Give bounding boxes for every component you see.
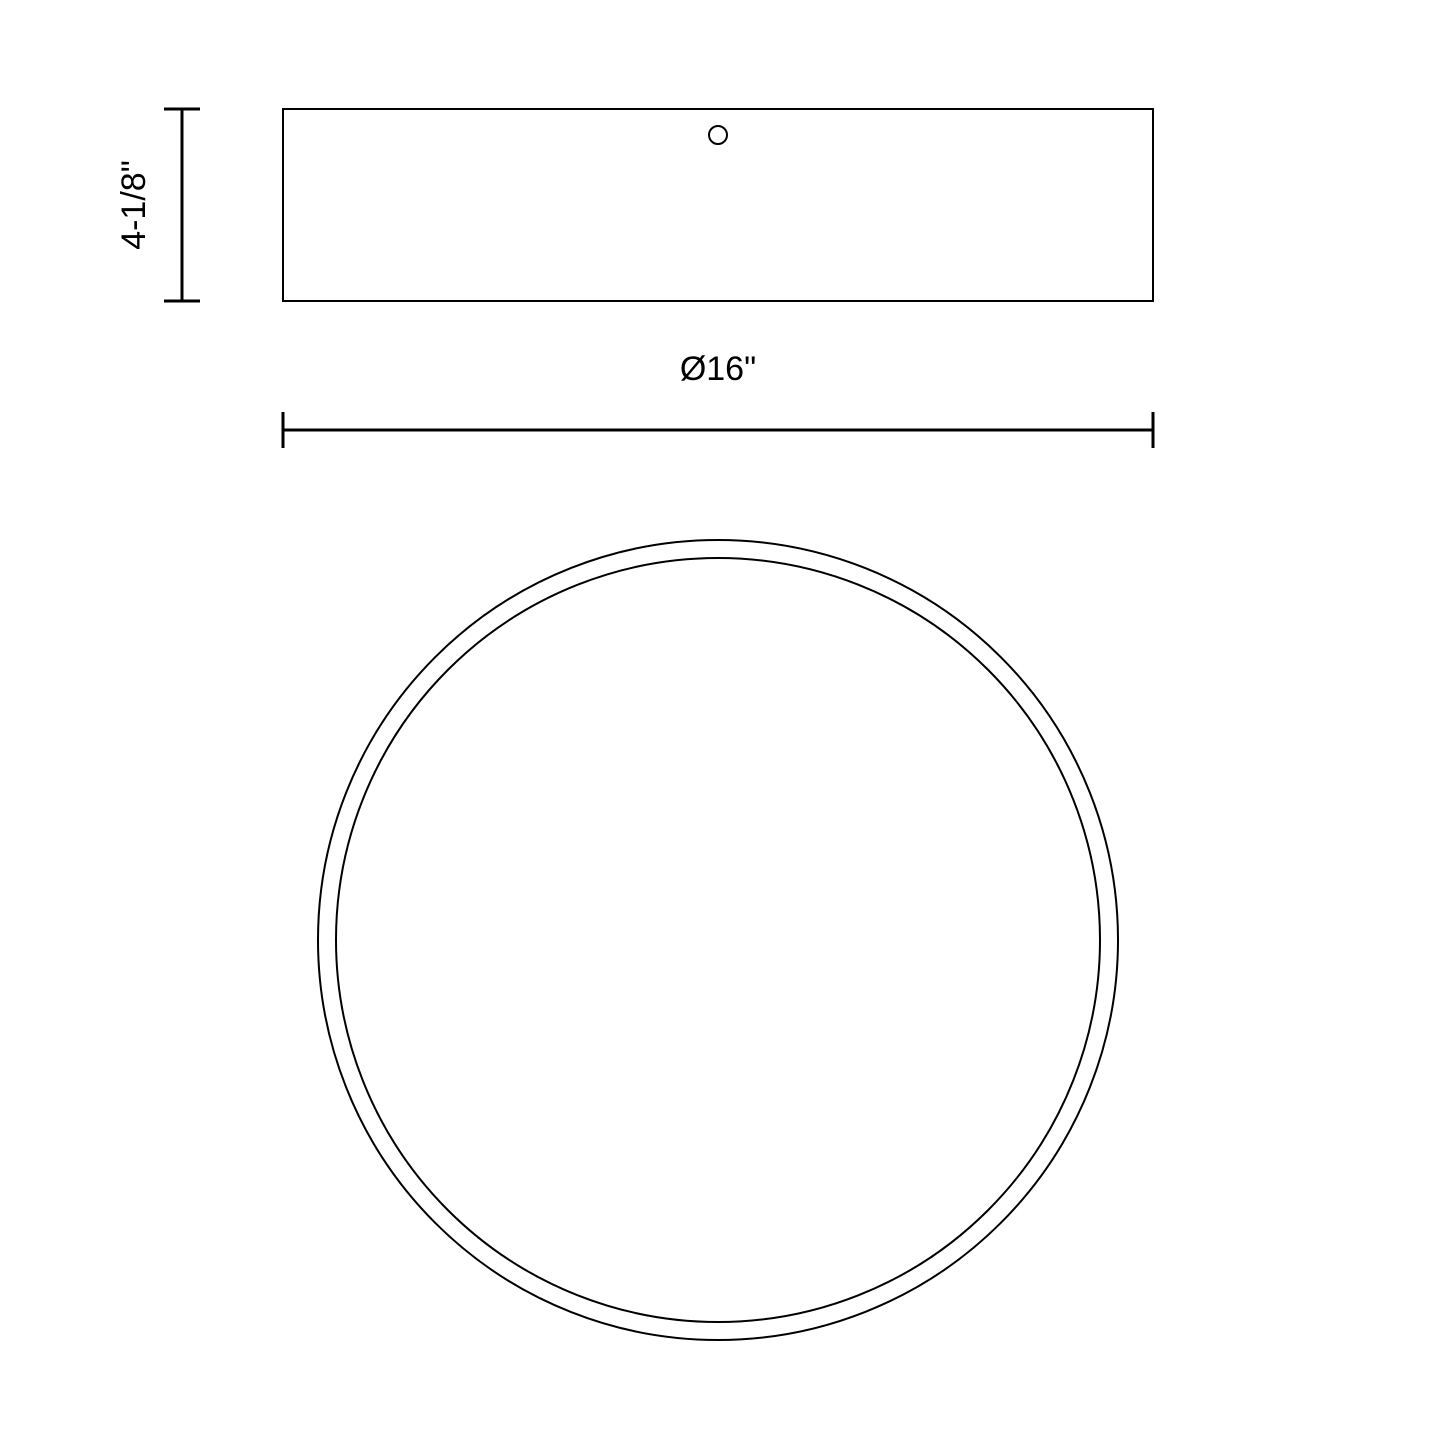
plan-outer-circle — [318, 540, 1118, 1340]
mounting-hole — [709, 126, 727, 144]
side-view-rect — [283, 109, 1153, 301]
width-label: Ø16" — [680, 350, 756, 388]
technical-drawing: 4-1/8" Ø16" — [0, 0, 1445, 1445]
height-dimension: 4-1/8" — [115, 109, 200, 301]
plan-inner-circle — [336, 558, 1100, 1322]
height-label: 4-1/8" — [115, 160, 153, 250]
width-dimension: Ø16" — [283, 350, 1153, 448]
